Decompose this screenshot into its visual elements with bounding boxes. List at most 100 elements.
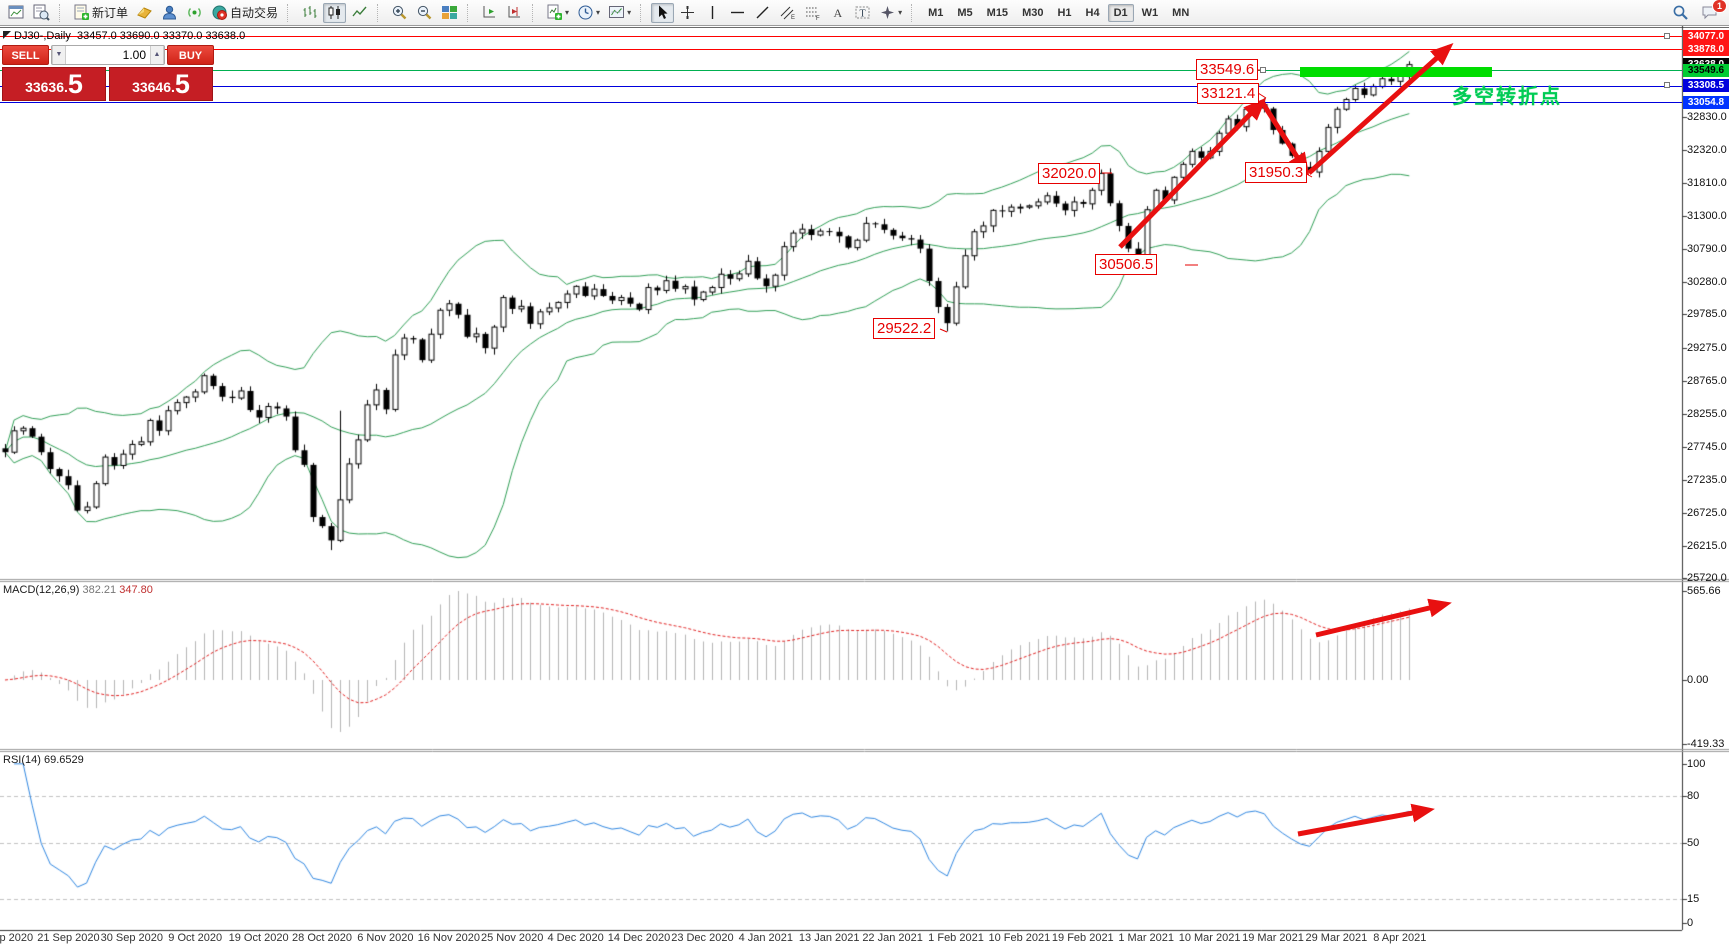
buy-button[interactable]: BUY: [167, 45, 214, 65]
price-annotation-32020.0[interactable]: 32020.0: [1038, 163, 1101, 184]
chart-shift-icon: [508, 6, 521, 18]
data-window-icon: [33, 4, 50, 21]
ask-price[interactable]: 33646. 5: [109, 67, 213, 101]
zoom-out-button[interactable]: [413, 3, 436, 23]
line-chart-button[interactable]: [348, 3, 371, 23]
toolbar-separator: [640, 3, 645, 22]
horizontal-line-tool-button[interactable]: [726, 3, 749, 23]
community-button[interactable]: [158, 3, 181, 23]
ask-fraction: 5: [174, 69, 190, 99]
timeframe-d1[interactable]: D1: [1107, 3, 1134, 22]
price-annotation-29522.2[interactable]: 29522.2: [873, 318, 936, 339]
volume-increase-button[interactable]: ▲: [150, 46, 164, 64]
channel-tool-button[interactable]: E: [776, 3, 799, 23]
crosshair-tool-button[interactable]: [676, 3, 699, 23]
arrows-caret-icon: ▾: [898, 8, 903, 17]
price-line-33549.6[interactable]: [0, 70, 1682, 72]
new-order-icon: [74, 4, 89, 20]
turning-point-annotation[interactable]: 多空转折点: [1452, 86, 1562, 108]
new-order-button[interactable]: 新订单: [70, 3, 131, 23]
price-line-33308.5[interactable]: [0, 85, 1682, 87]
text-label-tool-button[interactable]: T: [851, 3, 874, 23]
svg-text:T: T: [860, 9, 866, 20]
timeframe-m30[interactable]: M30: [1022, 6, 1044, 19]
annotation-callout: [939, 328, 948, 333]
shapes-icon: [881, 6, 895, 19]
timeframe-m15[interactable]: M15: [986, 6, 1009, 19]
one-click-trading-panel: SELL ▼ 1.00 ▲ BUY 33636. 5 33646. 5: [2, 45, 214, 101]
price-annotation-31950.3[interactable]: 31950.3: [1245, 162, 1308, 183]
auto-trading-button[interactable]: 自动交易: [208, 3, 281, 23]
vertical-line-tool-button[interactable]: [701, 3, 724, 23]
arrows-tool-button[interactable]: ▾: [876, 3, 905, 23]
trend-arrow[interactable]: [1297, 803, 1435, 837]
metaeditor-button[interactable]: [133, 3, 156, 23]
timeframe-h4[interactable]: H4: [1085, 6, 1100, 19]
line-handle[interactable]: [1664, 82, 1670, 89]
equidistant-channel-icon: E: [780, 6, 795, 21]
volume-input[interactable]: 1.00: [122, 48, 146, 62]
zoom-in-button[interactable]: [388, 3, 411, 23]
vertical-line-icon: [711, 6, 714, 19]
bid-price[interactable]: 33636. 5: [2, 67, 106, 101]
trend-arrow[interactable]: [1307, 42, 1454, 175]
price-annotation-33549.6[interactable]: 33549.6: [1196, 59, 1259, 80]
templates-caret-icon: ▾: [627, 8, 632, 17]
indicators-button[interactable]: ▾: [543, 3, 572, 23]
trend-arrow[interactable]: [1118, 97, 1267, 249]
signals-icon: [188, 8, 201, 17]
chat-button[interactable]: 1: [1698, 0, 1727, 23]
auto-trading-icon: [212, 5, 228, 20]
new-order-label: 新订单: [92, 6, 129, 20]
timeframe-mn[interactable]: MN: [1172, 6, 1190, 19]
timeframe-w1[interactable]: W1: [1141, 6, 1159, 19]
tile-windows-button[interactable]: [438, 3, 461, 23]
price-line-33878.0[interactable]: [0, 49, 1682, 51]
periods-button[interactable]: ▾: [574, 3, 603, 23]
price-annotation-33121.4[interactable]: 33121.4: [1197, 83, 1260, 104]
panel-coll apse-icon[interactable]: [3, 31, 11, 39]
bid-main: 33636.: [25, 79, 68, 95]
bid-fraction: 5: [67, 69, 83, 99]
timeframe-h1[interactable]: H1: [1057, 6, 1072, 19]
text-tool-button[interactable]: A: [826, 3, 849, 23]
sell-button[interactable]: SELL: [2, 45, 49, 65]
signals-button[interactable]: [183, 3, 206, 23]
trend-arrow[interactable]: [1315, 598, 1452, 638]
auto-scroll-button[interactable]: [478, 3, 501, 23]
text-icon: A: [834, 6, 843, 20]
periods-caret-icon: ▾: [596, 8, 601, 17]
templates-button[interactable]: ▾: [605, 3, 634, 23]
auto-trading-label: 自动交易: [230, 6, 279, 20]
charts-window-button[interactable]: [5, 3, 28, 23]
toolbar-separator: [532, 3, 537, 22]
template-icon: [609, 6, 625, 18]
trend-arrows: [1118, 42, 1454, 837]
line-handle[interactable]: [1664, 32, 1670, 39]
price-line-33054.8[interactable]: [0, 102, 1682, 104]
svg-text:E: E: [791, 15, 795, 21]
cursor-tool-button[interactable]: [651, 2, 675, 23]
search-button[interactable]: [1669, 3, 1692, 23]
timeframe-m5[interactable]: M5: [957, 6, 973, 19]
trend-arrow[interactable]: [1259, 100, 1310, 177]
candlestick-chart-button[interactable]: [323, 2, 347, 23]
price-line-34077.0[interactable]: [0, 36, 1682, 38]
chart-shift-button[interactable]: [503, 3, 526, 23]
line-handle[interactable]: [1260, 66, 1266, 73]
data-window-button[interactable]: [30, 3, 53, 23]
metaeditor-icon: [137, 7, 152, 19]
volume-decrease-button[interactable]: ▼: [52, 46, 66, 64]
candlestick-chart-icon: [328, 6, 341, 19]
svg-text:A: A: [834, 6, 843, 20]
annotation-callout: [1257, 92, 1267, 99]
fibonacci-tool-button[interactable]: F: [801, 3, 824, 23]
toolbar-separator: [287, 3, 292, 22]
trendline-icon: [756, 6, 769, 19]
bar-chart-button[interactable]: [298, 3, 321, 23]
timeframe-m1[interactable]: M1: [928, 6, 944, 19]
price-annotation-30506.5[interactable]: 30506.5: [1095, 254, 1158, 275]
trendline-tool-button[interactable]: [751, 3, 774, 23]
